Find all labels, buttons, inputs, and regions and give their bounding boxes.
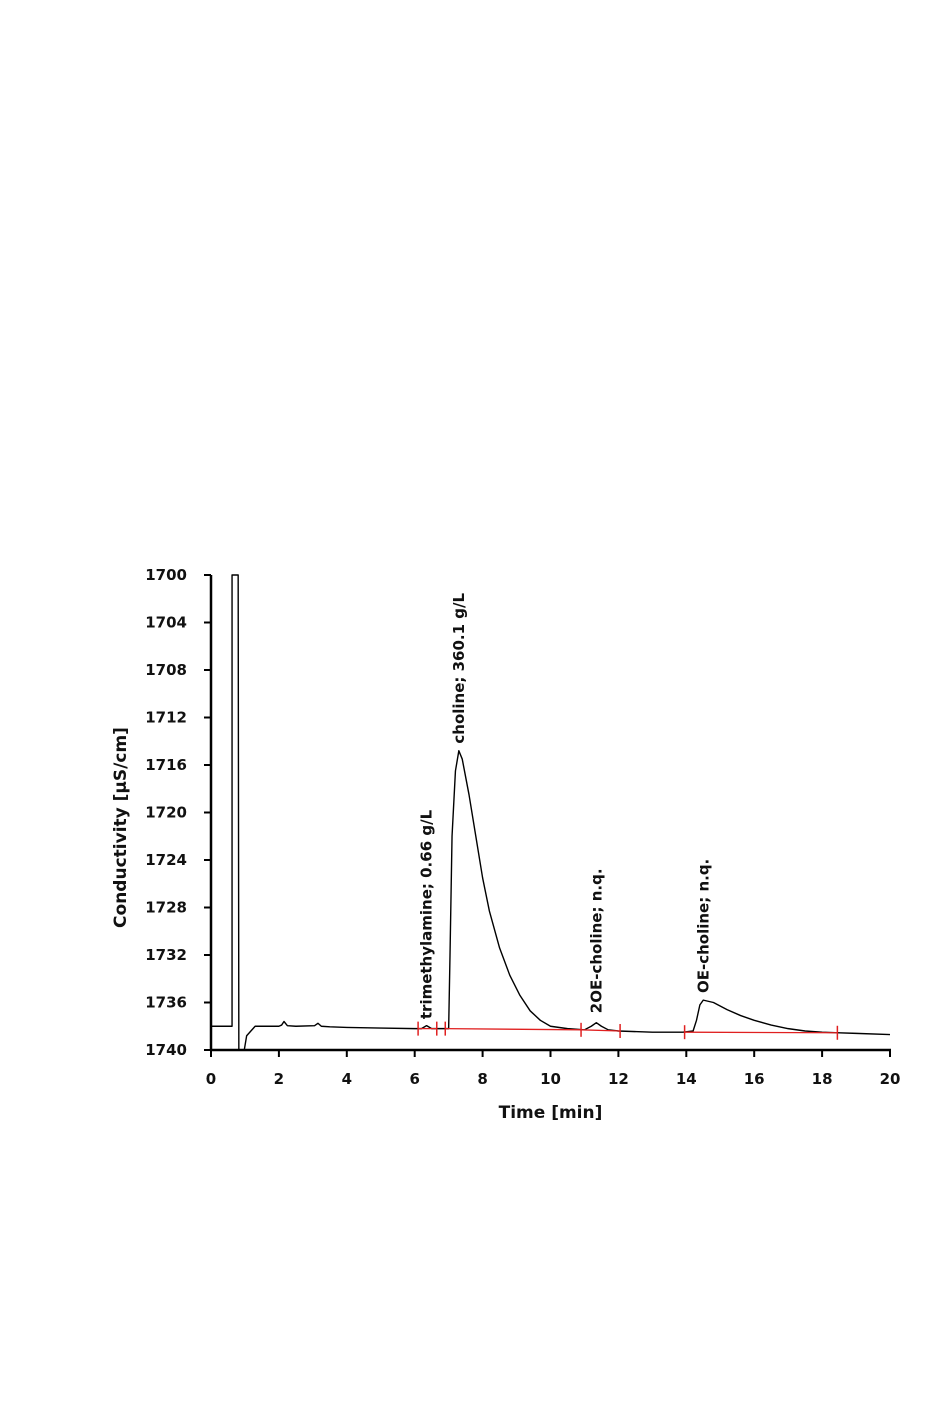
baseline-segment (581, 1029, 621, 1032)
x-tick-label: 0 (206, 1070, 216, 1088)
y-tick-label: 1732 (145, 946, 187, 964)
x-tick-label: 8 (477, 1070, 487, 1088)
y-tick-label: 1704 (145, 614, 187, 632)
peak-label: trimethylamine; 0.66 g/L (418, 809, 436, 1019)
x-tick-label: 2 (274, 1070, 284, 1088)
peak-label: choline; 360.1 g/L (450, 593, 468, 744)
y-tick-label: 1700 (145, 566, 187, 584)
x-tick-label: 18 (812, 1070, 833, 1088)
y-tick-label: 1736 (145, 994, 187, 1012)
chromatogram-trace (211, 574, 891, 1051)
baseline-segment (684, 1031, 838, 1034)
y-tick-label: 1724 (145, 851, 187, 869)
x-tick-label: 6 (409, 1070, 419, 1088)
y-axis-title: Conductivity [µS/cm] (111, 727, 131, 928)
x-axis-title: Time [min] (499, 1103, 603, 1123)
series-group (211, 574, 891, 1051)
x-tick-label: 20 (880, 1070, 901, 1088)
axes (209, 575, 891, 1052)
y-tick-label: 1708 (145, 661, 187, 679)
peak-annotations: trimethylamine; 0.66 g/L choline; 360.1 g… (418, 593, 713, 1020)
x-tick-label: 16 (744, 1070, 765, 1088)
x-axis-ticks: 0 2 4 6 8 10 12 14 16 18 20 (206, 1050, 901, 1088)
y-tick-label: 1720 (145, 804, 187, 822)
y-tick-label: 1712 (145, 709, 187, 727)
x-tick-label: 12 (608, 1070, 629, 1088)
x-tick-label: 14 (676, 1070, 697, 1088)
integration-baselines (417, 1021, 839, 1040)
peak-label: OE-choline; n.q. (694, 859, 712, 993)
x-tick-label: 4 (342, 1070, 352, 1088)
y-axis-ticks: 1700 1704 1708 1712 1716 1720 1724 1728 1732 1736… (145, 566, 211, 1059)
y-tick-label: 1716 (145, 756, 187, 774)
peak-label: 2OE-choline; n.q. (587, 868, 605, 1013)
x-tick-label: 10 (540, 1070, 561, 1088)
baseline-segment (445, 1027, 582, 1031)
y-tick-label: 1728 (145, 899, 187, 917)
y-tick-label: 1740 (145, 1041, 187, 1059)
